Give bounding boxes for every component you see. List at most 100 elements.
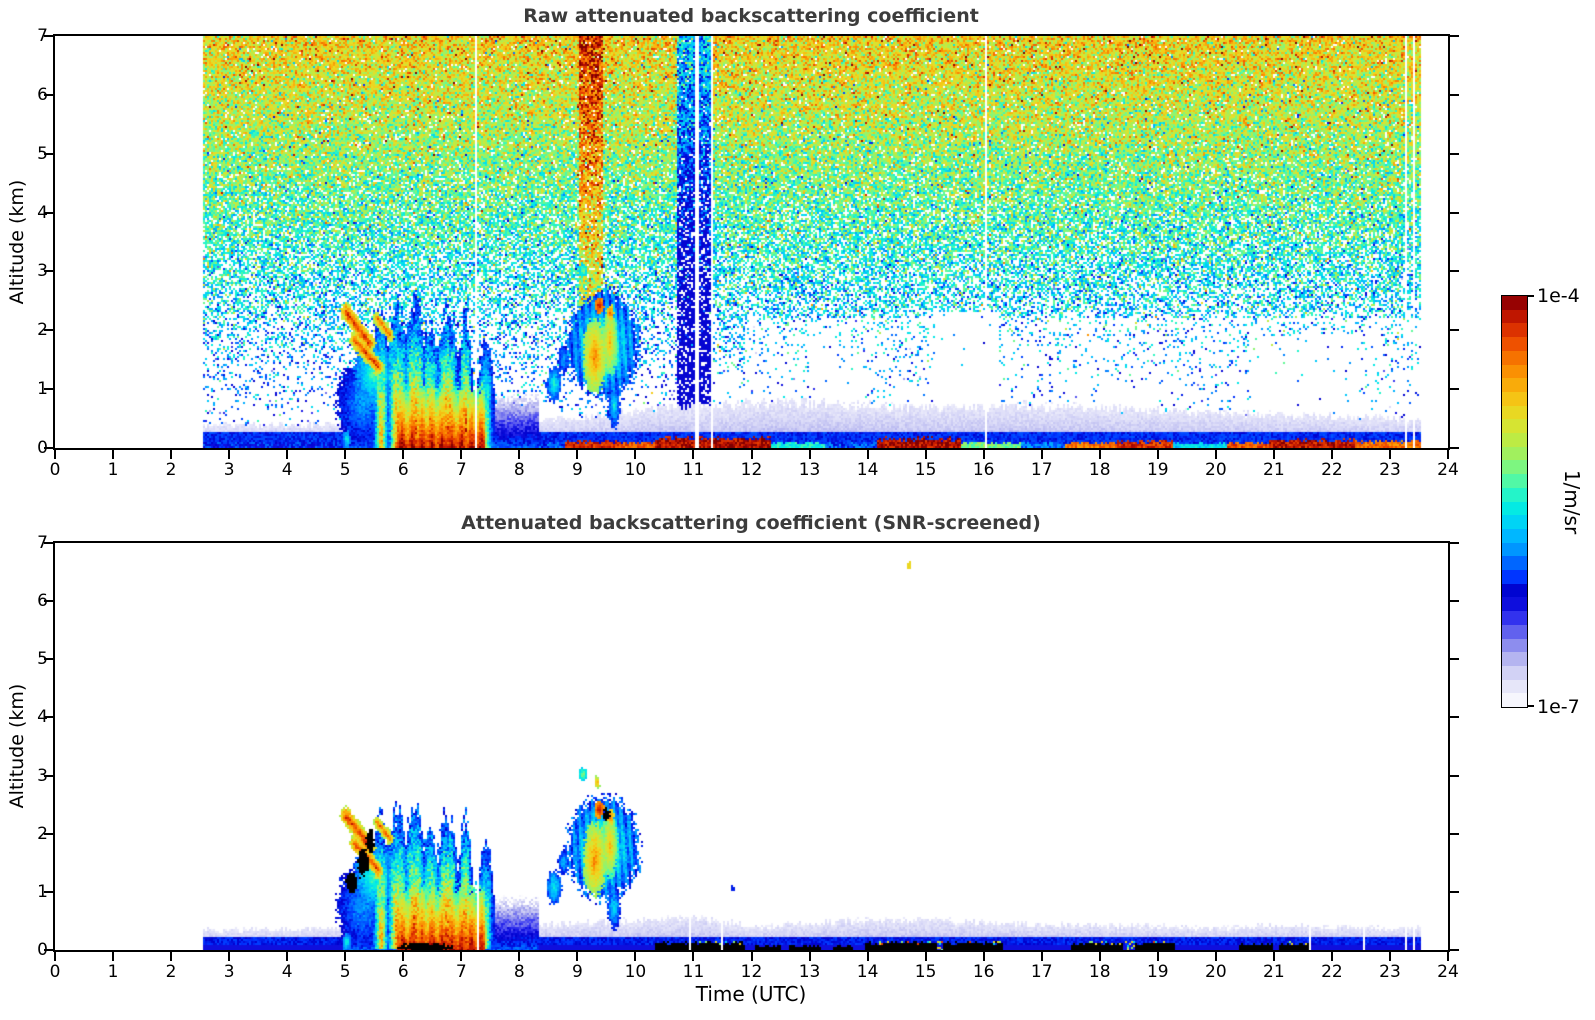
bottom-x-tick bbox=[634, 952, 637, 961]
colorbar-bottom-tick bbox=[1528, 705, 1534, 707]
top-y-tick-right bbox=[1450, 35, 1459, 37]
top-plot-area bbox=[53, 34, 1450, 450]
top-y-tick-label: 2 bbox=[37, 320, 48, 341]
colorbar-band bbox=[1502, 405, 1527, 420]
top-y-tick-right bbox=[1450, 152, 1459, 155]
bottom-y-tick-label: 4 bbox=[37, 707, 48, 728]
colorbar-min-label: 1e-7 bbox=[1537, 696, 1580, 718]
top-y-tick bbox=[44, 93, 53, 96]
bottom-x-tick bbox=[1098, 952, 1101, 961]
top-x-tick-label: 12 bbox=[740, 460, 763, 480]
top-y-tick-right bbox=[1450, 93, 1459, 96]
bottom-heatmap-canvas bbox=[55, 543, 1448, 950]
top-x-tick bbox=[1040, 450, 1043, 459]
bottom-x-tick-label: 4 bbox=[281, 962, 293, 982]
bottom-y-tick-right bbox=[1450, 832, 1459, 835]
colorbar-band bbox=[1502, 337, 1527, 352]
colorbar-band bbox=[1502, 378, 1527, 393]
top-x-tick-label: 8 bbox=[513, 460, 525, 480]
top-x-tick-label: 23 bbox=[1379, 460, 1401, 480]
bottom-x-tick bbox=[1447, 952, 1449, 961]
top-x-tick bbox=[402, 450, 405, 459]
bottom-y-tick-right bbox=[1450, 949, 1459, 951]
bottom-y-tick-label: 7 bbox=[37, 533, 48, 553]
top-y-tick bbox=[44, 35, 53, 37]
top-x-tick-label: 18 bbox=[1088, 460, 1111, 480]
bottom-x-tick-label: 10 bbox=[624, 962, 647, 982]
top-x-tick-label: 22 bbox=[1321, 460, 1343, 480]
colorbar-max-label: 1e-4 bbox=[1537, 285, 1580, 307]
colorbar-band bbox=[1502, 597, 1527, 612]
top-x-tick bbox=[1272, 450, 1275, 459]
bottom-x-tick bbox=[750, 952, 753, 961]
top-x-tick bbox=[112, 450, 115, 459]
top-x-tick-label: 5 bbox=[339, 460, 351, 480]
colorbar-band bbox=[1502, 665, 1527, 681]
bottom-x-tick-label: 14 bbox=[856, 962, 879, 982]
bottom-x-tick-label: 2 bbox=[165, 962, 177, 982]
bottom-x-tick bbox=[1156, 952, 1159, 961]
colorbar-band bbox=[1502, 570, 1527, 585]
bottom-x-tick bbox=[1272, 952, 1275, 961]
colorbar-band bbox=[1502, 296, 1527, 311]
colorbar-band bbox=[1502, 446, 1527, 461]
bottom-x-tick-label: 7 bbox=[455, 962, 467, 982]
colorbar-band bbox=[1502, 487, 1527, 502]
colorbar-band bbox=[1502, 460, 1527, 475]
top-y-tick-label: 1 bbox=[37, 379, 48, 400]
bottom-x-tick bbox=[692, 952, 695, 961]
colorbar-band bbox=[1502, 611, 1527, 626]
top-x-tick bbox=[344, 450, 347, 459]
colorbar-band bbox=[1502, 515, 1527, 530]
bottom-x-tick bbox=[228, 952, 231, 961]
bottom-plot-area bbox=[53, 541, 1450, 952]
bottom-y-tick-label: 1 bbox=[37, 881, 48, 902]
bottom-x-tick-label: 3 bbox=[223, 962, 235, 982]
top-x-tick bbox=[1098, 450, 1101, 459]
colorbar-band bbox=[1502, 638, 1527, 653]
colorbar-band bbox=[1502, 679, 1527, 694]
bottom-x-tick bbox=[924, 952, 927, 961]
top-x-tick-label: 14 bbox=[856, 460, 879, 480]
bottom-x-tick-label: 1 bbox=[107, 962, 119, 982]
bottom-y-tick-right bbox=[1450, 658, 1459, 661]
top-x-tick bbox=[286, 450, 289, 459]
top-y-axis-label: Altitude (km) bbox=[6, 179, 28, 305]
bottom-y-tick-right bbox=[1450, 716, 1459, 719]
top-y-tick bbox=[44, 447, 53, 449]
colorbar bbox=[1501, 295, 1528, 708]
top-y-tick-right bbox=[1450, 329, 1459, 332]
bottom-x-tick bbox=[1330, 952, 1333, 961]
top-plot-title: Raw attenuated backscattering coefficien… bbox=[523, 5, 979, 27]
bottom-y-axis-label: Altitude (km) bbox=[6, 683, 28, 809]
bottom-y-tick-right bbox=[1450, 600, 1459, 603]
top-y-tick-label: 5 bbox=[37, 143, 48, 164]
top-y-tick bbox=[44, 329, 53, 332]
top-x-tick bbox=[808, 450, 811, 459]
bottom-y-tick bbox=[44, 542, 53, 544]
bottom-x-tick-label: 5 bbox=[339, 962, 351, 982]
colorbar-band bbox=[1502, 556, 1527, 571]
bottom-y-tick bbox=[44, 832, 53, 835]
bottom-x-tick bbox=[1040, 952, 1043, 961]
top-y-tick-right bbox=[1450, 447, 1459, 449]
top-x-tick-label: 21 bbox=[1263, 460, 1285, 480]
colorbar-band bbox=[1502, 309, 1527, 324]
colorbar-band bbox=[1502, 542, 1527, 557]
top-y-tick-label: 4 bbox=[37, 202, 48, 223]
top-y-tick-label: 7 bbox=[37, 26, 48, 46]
top-x-tick bbox=[634, 450, 637, 459]
top-y-tick bbox=[44, 270, 53, 273]
x-axis-label: Time (UTC) bbox=[695, 982, 807, 1006]
colorbar-band bbox=[1502, 323, 1527, 338]
bottom-x-tick-label: 9 bbox=[571, 962, 583, 982]
top-x-tick-label: 13 bbox=[798, 460, 821, 480]
top-y-tick-label: 3 bbox=[37, 261, 48, 282]
colorbar-band bbox=[1502, 474, 1527, 489]
top-y-tick-right bbox=[1450, 270, 1459, 273]
top-x-tick bbox=[866, 450, 869, 459]
bottom-x-tick bbox=[170, 952, 173, 961]
colorbar-top-tick bbox=[1528, 295, 1534, 297]
bottom-y-tick bbox=[44, 774, 53, 777]
top-x-tick bbox=[924, 450, 927, 459]
